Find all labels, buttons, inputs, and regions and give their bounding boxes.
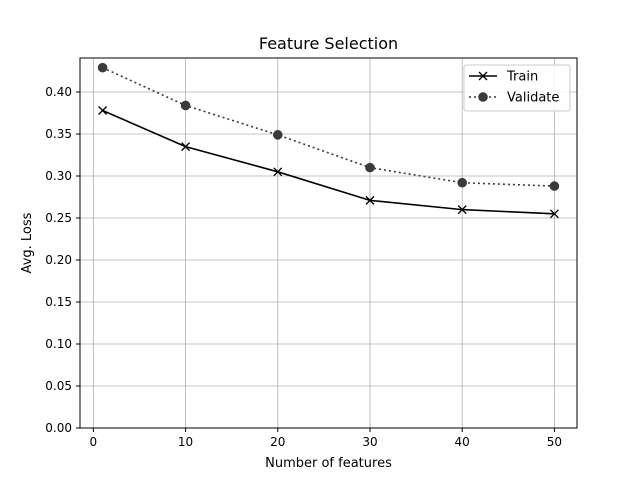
series-line-validate — [102, 66, 555, 187]
legend-marker — [478, 71, 488, 81]
plot-frame — [79, 57, 578, 429]
marker-stroke — [181, 142, 191, 152]
y-tick-label: 0.30 — [45, 169, 72, 183]
chart-title: Feature Selection — [259, 34, 398, 53]
data-point — [272, 130, 283, 140]
axes-layer: 0 10 20 30 40 50 0.00 0.05 0.10 0.15 0.20 0.25 0.30 0… — [45, 57, 578, 449]
data-point — [365, 162, 375, 173]
series-layer — [97, 62, 560, 219]
data-point — [457, 177, 468, 188]
y-tick-label: 0.20 — [45, 253, 72, 267]
y-tick-label: 0.35 — [45, 127, 72, 141]
marker-stroke — [98, 106, 108, 115]
grid-layer — [80, 58, 577, 429]
y-tick-label: 0.05 — [45, 379, 72, 393]
data-point — [181, 142, 191, 152]
data-point — [365, 195, 375, 205]
data-point — [273, 167, 283, 177]
y-tick-label: 0.15 — [45, 295, 72, 309]
data-point — [98, 106, 108, 115]
x-tick-label: 40 — [455, 435, 470, 449]
y-tick-label: 0.25 — [45, 211, 72, 225]
marker-stroke — [273, 167, 283, 177]
marker-stroke — [478, 71, 488, 81]
x-tick-label: 50 — [547, 435, 562, 449]
y-tick-label: 0.00 — [45, 421, 72, 435]
x-tick-label: 0 — [90, 435, 98, 449]
series-validate — [97, 62, 560, 191]
x-tick-label: 20 — [270, 435, 285, 449]
legend-label: Train — [506, 70, 538, 85]
data-point — [97, 62, 108, 73]
x-tick-label: 10 — [178, 435, 193, 449]
marker-stroke — [549, 209, 559, 219]
x-axis-label: Number of features — [265, 456, 392, 471]
x-tick-label: 30 — [362, 435, 377, 449]
data-point — [549, 181, 560, 191]
y-tick-label: 0.10 — [45, 337, 72, 351]
y-tick-label: 0.40 — [45, 85, 72, 99]
series-line-train — [102, 109, 555, 215]
marker-stroke — [457, 205, 467, 215]
marker-stroke — [365, 195, 375, 205]
y-axis-label: Avg. Loss — [20, 212, 35, 273]
legend-marker — [478, 92, 488, 102]
data-point — [180, 100, 191, 111]
series-train — [98, 106, 559, 219]
legend-label: Validate — [507, 91, 559, 106]
legend: Train Validate — [463, 64, 571, 112]
data-point — [549, 209, 559, 219]
data-point — [457, 205, 467, 215]
